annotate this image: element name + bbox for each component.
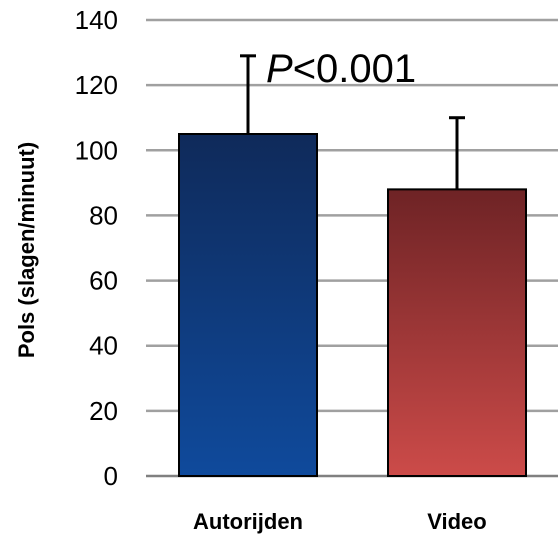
x-tick-label-video: Video (427, 509, 487, 534)
y-tick-label-0: 0 (104, 461, 118, 491)
y-tick-labels: 0 20 40 60 80 100 120 140 (75, 5, 118, 491)
y-tick-label-80: 80 (89, 200, 118, 230)
y-tick-label-40: 40 (89, 331, 118, 361)
y-tick-label-20: 20 (89, 396, 118, 426)
y-tick-label-120: 120 (75, 70, 118, 100)
p-value-annotation: P<0.001 (266, 47, 416, 91)
bar-video (387, 188, 527, 477)
bar-autorijden (178, 133, 318, 477)
y-axis-label: Pols (slagen/minuut) (14, 142, 39, 358)
y-tick-label-100: 100 (75, 135, 118, 165)
y-tick-label-140: 140 (75, 5, 118, 35)
p-value-symbol: P (266, 47, 293, 91)
p-value-text: <0.001 (293, 47, 416, 91)
x-tick-labels: Autorijden Video (193, 509, 487, 534)
y-tick-label-60: 60 (89, 266, 118, 296)
bars (178, 54, 527, 477)
x-tick-label-autorijden: Autorijden (193, 509, 303, 534)
